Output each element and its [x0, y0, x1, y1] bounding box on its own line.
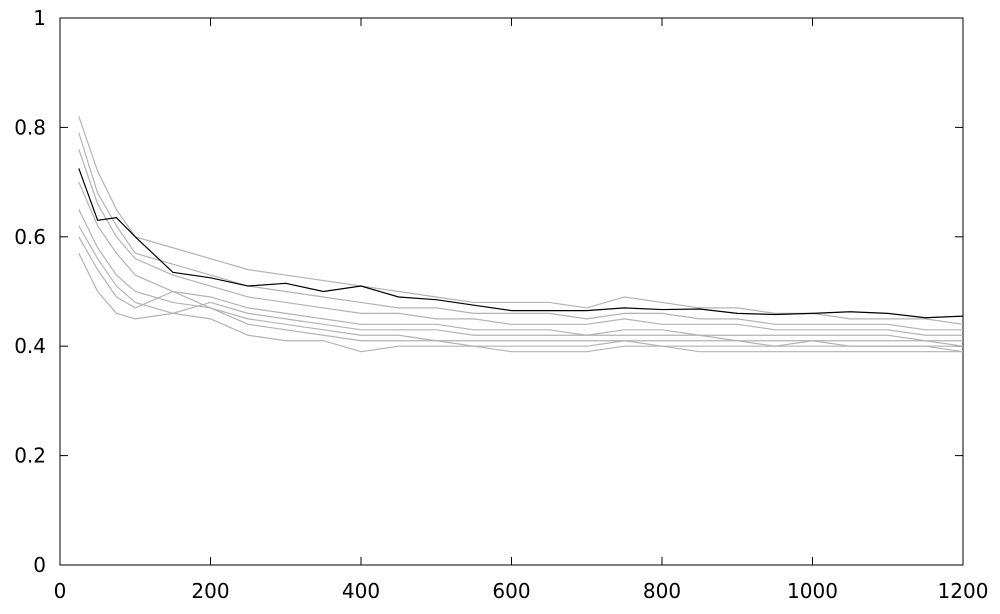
series-line — [78, 168, 964, 319]
x-tick-label: 400 — [342, 579, 380, 603]
series-line — [78, 116, 964, 325]
series-line — [78, 181, 963, 342]
y-tick-label: 0.6 — [14, 225, 46, 249]
y-tick-label: 1 — [33, 6, 46, 30]
x-tick-label: 800 — [643, 579, 681, 603]
y-tick-label: 0.4 — [14, 334, 46, 358]
x-tick-label: 1000 — [787, 579, 838, 603]
x-tick-label: 1200 — [938, 579, 989, 603]
series-line — [78, 225, 964, 347]
series-line — [78, 132, 963, 331]
series-line — [78, 252, 963, 353]
plot-frame — [59, 17, 964, 566]
x-tick-label: 600 — [492, 579, 530, 603]
series-line — [78, 236, 964, 353]
y-tick-label: 0.2 — [14, 444, 46, 468]
series-line — [78, 209, 963, 347]
x-tick-label: 0 — [54, 579, 67, 603]
series-line — [78, 149, 963, 336]
y-tick-label: 0 — [33, 553, 46, 577]
y-tick-label: 0.8 — [14, 115, 46, 139]
x-tick-label: 200 — [191, 579, 229, 603]
